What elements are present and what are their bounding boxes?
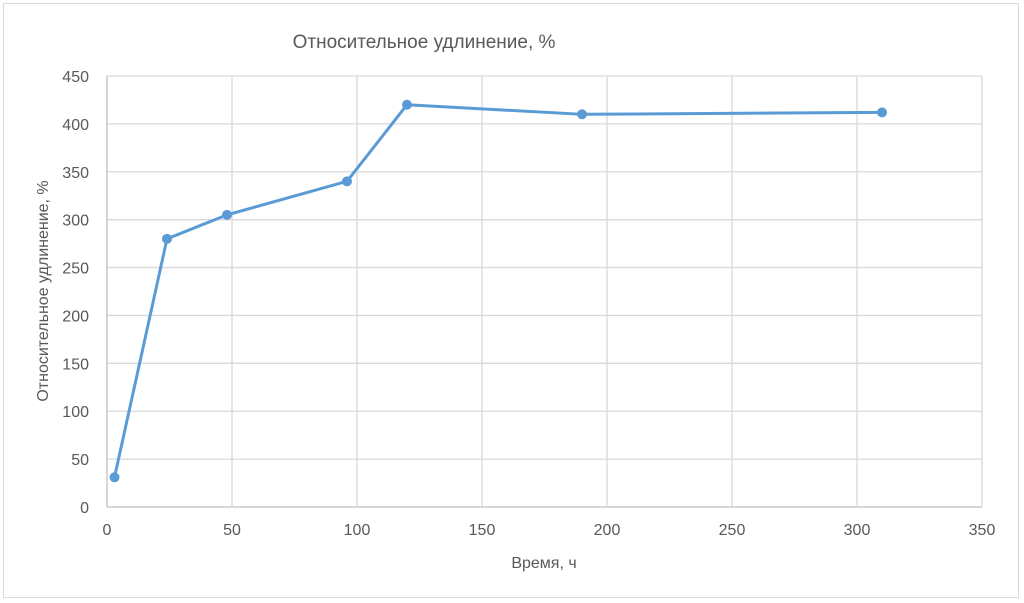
y-tick-label: 400 bbox=[62, 117, 89, 134]
x-tick-label: 50 bbox=[223, 522, 241, 539]
x-tick-label: 200 bbox=[594, 522, 621, 539]
data-point bbox=[222, 209, 232, 220]
y-tick-label: 100 bbox=[62, 404, 89, 421]
x-tick-label: 0 bbox=[103, 522, 112, 539]
data-point bbox=[877, 107, 887, 118]
tick-labels: 0 50 100 150 200 250 300 350 400 450 0 50 100 150 200 2… bbox=[62, 69, 995, 539]
y-axis-label: Относительное удлинение, % bbox=[35, 180, 52, 401]
chart-title: Относительное удлинение, % bbox=[293, 32, 556, 53]
y-tick-label: 200 bbox=[62, 308, 89, 325]
data-point bbox=[577, 109, 587, 120]
x-tick-label: 350 bbox=[969, 522, 996, 539]
y-tick-label: 300 bbox=[62, 213, 89, 230]
series bbox=[109, 99, 887, 483]
y-tick-label: 450 bbox=[62, 69, 89, 86]
y-tick-label: 50 bbox=[71, 452, 89, 469]
y-tick-label: 150 bbox=[62, 356, 89, 373]
x-tick-label: 250 bbox=[719, 522, 746, 539]
data-point bbox=[109, 472, 120, 483]
data-point bbox=[342, 176, 352, 187]
data-point bbox=[162, 233, 172, 244]
data-point bbox=[402, 99, 412, 110]
x-axis-label: Время, ч bbox=[511, 555, 576, 572]
x-tick-label: 300 bbox=[844, 522, 871, 539]
chart-frame bbox=[3, 3, 1019, 598]
y-tick-label: 350 bbox=[62, 165, 89, 182]
x-tick-label: 150 bbox=[469, 522, 496, 539]
series-line bbox=[113, 103, 883, 478]
y-tick-label: 250 bbox=[62, 261, 89, 278]
gridlines bbox=[106, 75, 983, 508]
y-tick-label: 0 bbox=[80, 500, 89, 517]
x-tick-label: 100 bbox=[344, 522, 371, 539]
